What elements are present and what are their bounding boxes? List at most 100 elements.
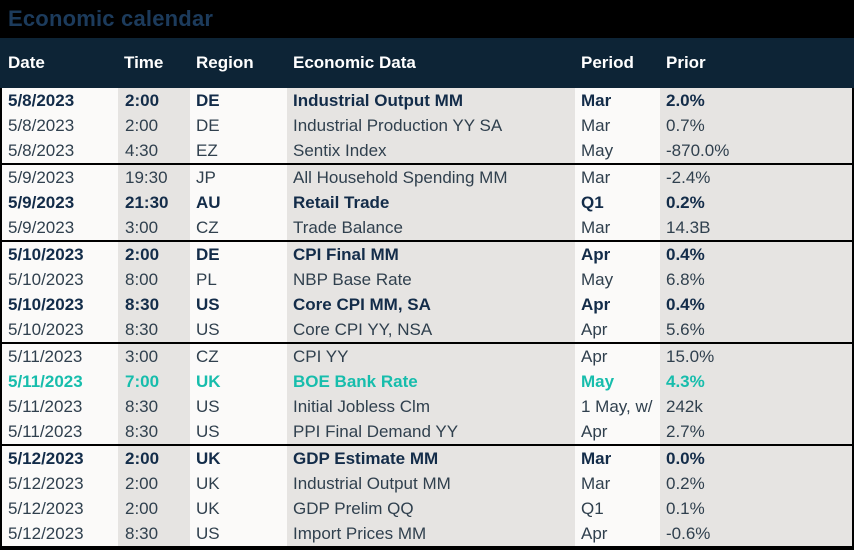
page-title: Economic calendar — [8, 6, 214, 31]
cell-prior: 0.1% — [660, 496, 852, 521]
cell-date: 5/10/2023 — [2, 292, 118, 317]
title-bar: Economic calendar — [0, 0, 854, 38]
table-row[interactable]: 5/12/2023 8:30 US Import Prices MM Apr -0.6% — [2, 521, 852, 546]
table-row[interactable]: 5/11/2023 8:30 US PPI Final Demand YY Apr 2.7… — [2, 419, 852, 444]
cell-prior: 242k — [660, 394, 852, 419]
cell-region: DE — [190, 113, 287, 138]
table-row[interactable]: 5/12/2023 2:00 UK GDP Prelim QQ Q1 0.1% — [2, 496, 852, 521]
cell-data: CPI Final MM — [287, 242, 575, 267]
table-row[interactable]: 5/8/2023 4:30 EZ Sentix Index May -870.0% — [2, 138, 852, 163]
cell-time: 2:00 — [118, 113, 190, 138]
cell-period: Mar — [575, 471, 660, 496]
cell-date: 5/10/2023 — [2, 267, 118, 292]
cell-period: Apr — [575, 419, 660, 444]
table-row[interactable]: 5/10/2023 8:30 US Core CPI YY, NSA Apr 5.6% — [2, 317, 852, 342]
cell-prior: 0.4% — [660, 292, 852, 317]
cell-region: UK — [190, 369, 287, 394]
table-row[interactable]: 5/8/2023 2:00 DE Industrial Production YY S… — [2, 113, 852, 138]
cell-prior: -870.0% — [660, 138, 852, 163]
cell-region: UK — [190, 471, 287, 496]
cell-data: Import Prices MM — [287, 521, 575, 546]
table-row[interactable]: 5/10/2023 8:30 US Core CPI MM, SA Apr 0.4% — [2, 292, 852, 317]
table-row[interactable]: 5/10/2023 8:00 PL NBP Base Rate May 6.8% — [2, 267, 852, 292]
table-row[interactable]: 5/10/2023 2:00 DE CPI Final MM Apr 0.4% — [2, 242, 852, 267]
cell-region: UK — [190, 446, 287, 471]
cell-region: US — [190, 394, 287, 419]
cell-period: Apr — [575, 344, 660, 369]
cell-date: 5/8/2023 — [2, 88, 118, 113]
cell-prior: 4.3% — [660, 369, 852, 394]
cell-date: 5/12/2023 — [2, 446, 118, 471]
cell-date: 5/11/2023 — [2, 344, 118, 369]
cell-prior: 0.2% — [660, 471, 852, 496]
cell-date: 5/9/2023 — [2, 215, 118, 240]
table-row[interactable]: 5/11/2023 8:30 US Initial Jobless Clm 1 May,… — [2, 394, 852, 419]
cell-time: 8:00 — [118, 267, 190, 292]
cell-prior: 15.0% — [660, 344, 852, 369]
cell-time: 8:30 — [118, 292, 190, 317]
table-row[interactable]: 5/12/2023 2:00 UK Industrial Output MM Mar 0.… — [2, 471, 852, 496]
cell-data: Retail Trade — [287, 190, 575, 215]
cell-time: 8:30 — [118, 521, 190, 546]
cell-prior: 5.6% — [660, 317, 852, 342]
cell-data: Trade Balance — [287, 215, 575, 240]
cell-time: 2:00 — [118, 242, 190, 267]
cell-date: 5/10/2023 — [2, 242, 118, 267]
cell-period: Mar — [575, 215, 660, 240]
cell-prior: 0.0% — [660, 446, 852, 471]
cell-data: PPI Final Demand YY — [287, 419, 575, 444]
cell-data: All Household Spending MM — [287, 165, 575, 190]
table-row[interactable]: 5/9/2023 19:30 JP All Household Spending MM… — [2, 165, 852, 190]
cell-date: 5/9/2023 — [2, 190, 118, 215]
cell-time: 3:00 — [118, 215, 190, 240]
table-row[interactable]: 5/11/2023 7:00 UK BOE Bank Rate May 4.3% — [2, 369, 852, 394]
cell-period: Q1 — [575, 190, 660, 215]
table-row[interactable]: 5/9/2023 21:30 AU Retail Trade Q1 0.2% — [2, 190, 852, 215]
cell-period: Mar — [575, 88, 660, 113]
date-group-1: 5/8/2023 2:00 DE Industrial Output MM Mar 2.0… — [2, 88, 852, 163]
cell-time: 2:00 — [118, 496, 190, 521]
table-row[interactable]: 5/8/2023 2:00 DE Industrial Output MM Mar 2.0… — [2, 88, 852, 113]
cell-time: 7:00 — [118, 369, 190, 394]
table-row[interactable]: 5/9/2023 3:00 CZ Trade Balance Mar 14.3B — [2, 215, 852, 240]
cell-date: 5/9/2023 — [2, 165, 118, 190]
cell-period: Q1 — [575, 496, 660, 521]
table-row[interactable]: 5/12/2023 2:00 UK GDP Estimate MM Mar 0.0% — [2, 446, 852, 471]
cell-region: EZ — [190, 138, 287, 163]
column-header-date: Date — [8, 53, 45, 72]
cell-region: UK — [190, 496, 287, 521]
cell-date: 5/11/2023 — [2, 394, 118, 419]
cell-region: US — [190, 419, 287, 444]
cell-time: 2:00 — [118, 471, 190, 496]
column-header-region: Region — [196, 53, 254, 72]
cell-date: 5/12/2023 — [2, 496, 118, 521]
cell-region: AU — [190, 190, 287, 215]
cell-period: 1 May, w/ — [575, 394, 660, 419]
cell-data: Initial Jobless Clm — [287, 394, 575, 419]
cell-time: 8:30 — [118, 317, 190, 342]
cell-prior: 14.3B — [660, 215, 852, 240]
column-header-time: Time — [124, 53, 164, 72]
cell-time: 2:00 — [118, 88, 190, 113]
cell-period: May — [575, 138, 660, 163]
cell-region: CZ — [190, 215, 287, 240]
cell-data: NBP Base Rate — [287, 267, 575, 292]
date-group-2: 5/9/2023 19:30 JP All Household Spending MM… — [2, 163, 852, 240]
cell-prior: 0.2% — [660, 190, 852, 215]
cell-region: US — [190, 292, 287, 317]
cell-prior: 0.4% — [660, 242, 852, 267]
cell-data: Industrial Production YY SA — [287, 113, 575, 138]
cell-period: Mar — [575, 446, 660, 471]
cell-date: 5/12/2023 — [2, 471, 118, 496]
table-header-row: Date Time Region Economic Data Period Pr… — [0, 38, 854, 88]
cell-region: DE — [190, 242, 287, 267]
cell-period: Mar — [575, 165, 660, 190]
table-row[interactable]: 5/11/2023 3:00 CZ CPI YY Apr 15.0% — [2, 344, 852, 369]
cell-data: Core CPI YY, NSA — [287, 317, 575, 342]
column-header-prior: Prior — [666, 53, 706, 72]
date-group-4: 5/11/2023 3:00 CZ CPI YY Apr 15.0% 5/11/2023 7:… — [2, 342, 852, 444]
economic-calendar-table: Date Time Region Economic Data Period Pr… — [0, 38, 854, 546]
table-body: 5/8/2023 2:00 DE Industrial Output MM Mar 2.0… — [0, 88, 854, 546]
cell-period: Apr — [575, 242, 660, 267]
cell-prior: 0.7% — [660, 113, 852, 138]
